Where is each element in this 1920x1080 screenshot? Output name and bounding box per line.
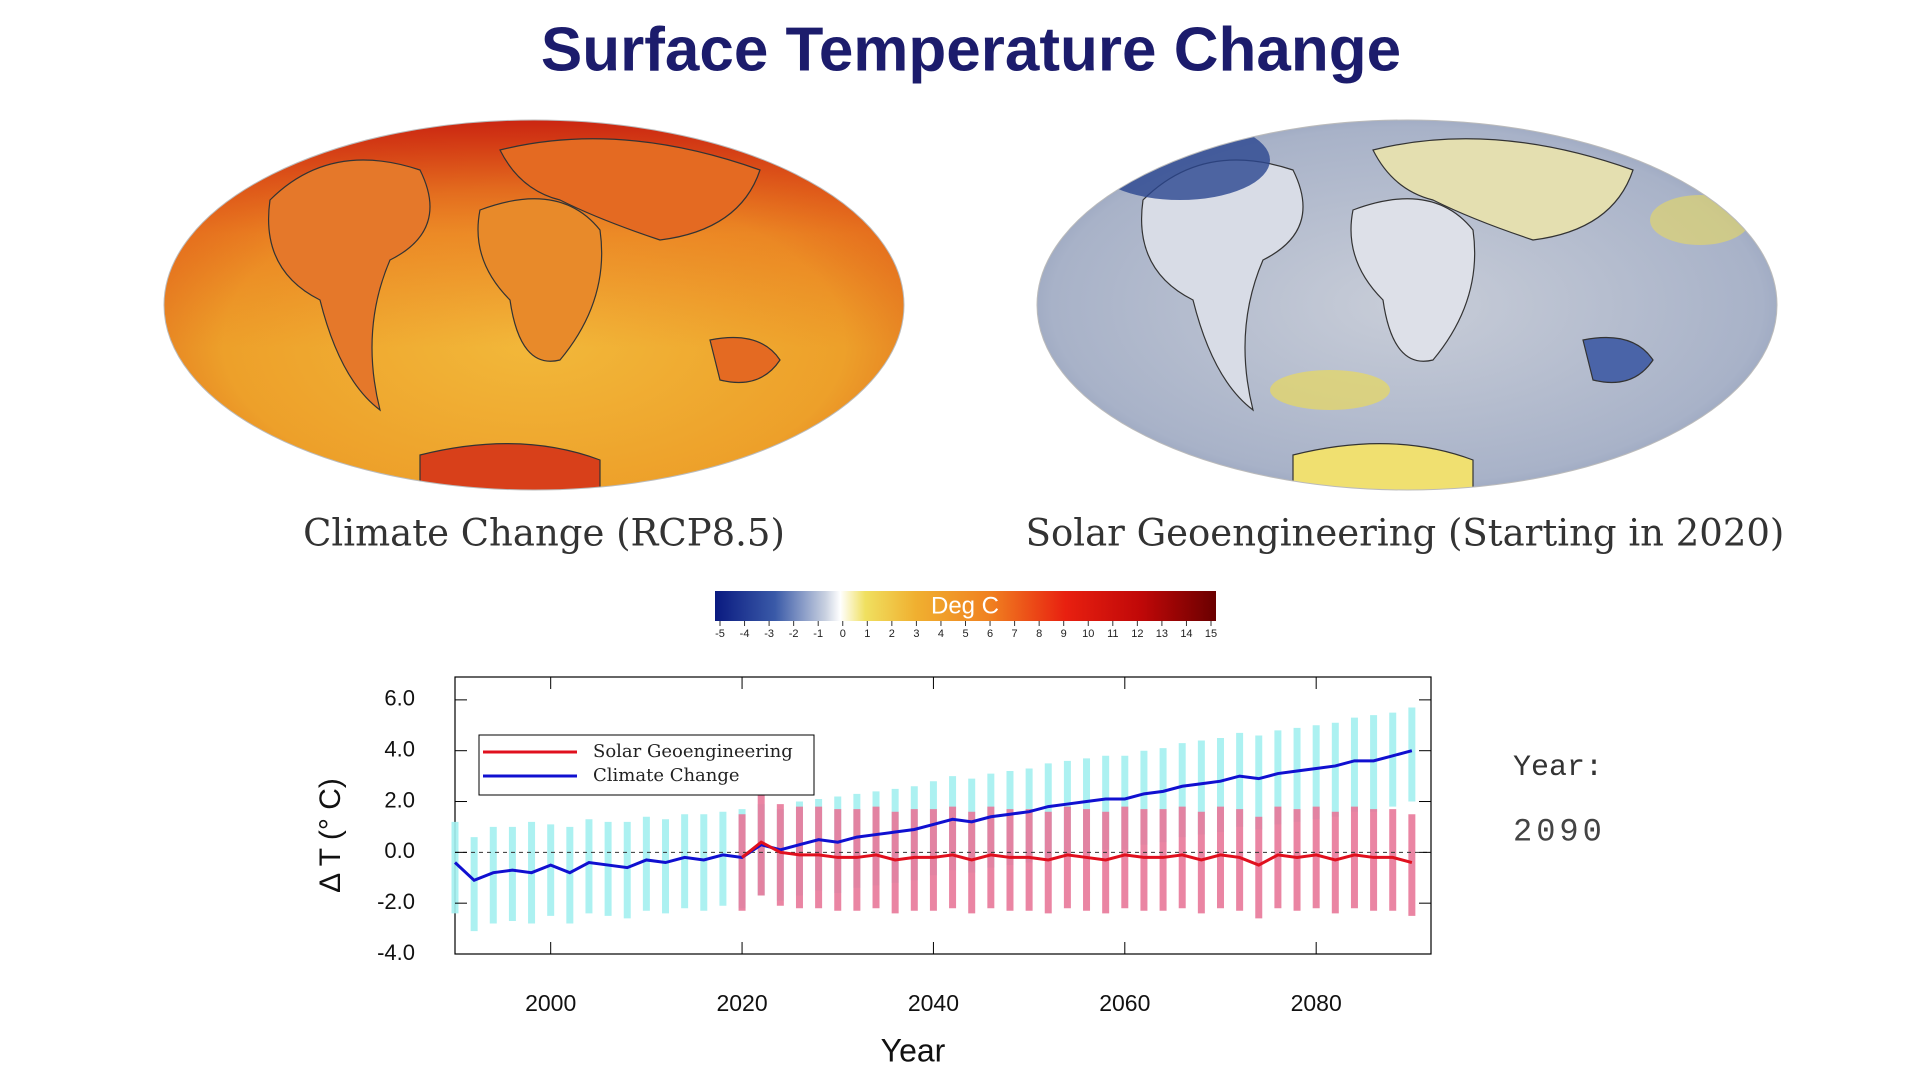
- x-tick-label: 2040: [908, 990, 959, 1016]
- x-tick-label: 2000: [525, 990, 576, 1016]
- colorbar-tick-label: 13: [1156, 628, 1168, 640]
- colorbar-tick-label: -4: [740, 628, 750, 640]
- x-tick-label: 2020: [716, 990, 767, 1016]
- colorbar-tick-label: 0: [840, 628, 846, 640]
- map-outline: [1036, 119, 1778, 491]
- y-tick-label: -2.0: [377, 889, 415, 914]
- y-tick-label: 2.0: [384, 787, 415, 812]
- series-line: [453, 749, 1413, 883]
- colorbar-ticks: -5 -4 -3 -2 -1 0 1 2 3 4 5 6 7 8 9 10 11 12 13 14 15: [715, 621, 1217, 640]
- colorbar-tick-label: -2: [789, 628, 799, 640]
- colorbar-tick-label: 6: [987, 628, 993, 640]
- colorbar-tick-label: 10: [1082, 628, 1094, 640]
- colorbar: [715, 591, 1216, 621]
- map-outline: [163, 119, 905, 491]
- x-tick-label: 2060: [1099, 990, 1150, 1016]
- legend-box: [478, 734, 815, 796]
- y-tick-label: 6.0: [384, 686, 415, 711]
- x-tick-label: 2080: [1291, 990, 1342, 1016]
- map-caption: Climate Change (RCP8.5): [303, 512, 785, 555]
- x-axis-label: Year: [881, 1032, 946, 1068]
- series-line: [741, 840, 1413, 867]
- year-value: 2090: [1513, 813, 1606, 850]
- year-label: Year:: [1513, 751, 1603, 785]
- map-solar-geoengineering: [1037, 120, 1777, 490]
- y-tick-label: 4.0: [384, 737, 415, 762]
- colorbar-tick-label: -3: [764, 628, 774, 640]
- colorbar-tick-label: 5: [962, 628, 968, 640]
- colorbar-tick-label: -5: [715, 628, 725, 640]
- colorbar-tick-label: 2: [889, 628, 895, 640]
- colorbar-tick-label: 3: [913, 628, 919, 640]
- colorbar-label: Deg C: [931, 592, 999, 619]
- colorbar-tick-label: 11: [1107, 628, 1118, 640]
- title: Surface Temperature Change: [541, 15, 1401, 84]
- colorbar-tick-label: 14: [1180, 628, 1192, 640]
- chart: -4.0 -2.0 0.0 2.0 4.0 6.0 2000 2020 2040 2060 2080…: [314, 676, 1432, 1068]
- legend-label: Solar Geoengineering: [593, 741, 793, 762]
- colorbar-tick-label: 8: [1036, 628, 1042, 640]
- y-tick-label: 0.0: [384, 838, 415, 863]
- colorbar-tick-label: 12: [1131, 628, 1143, 640]
- y-axis-label: Δ T (° C): [314, 778, 347, 893]
- y-tick-label: -4.0: [377, 940, 415, 965]
- colorbar-tick-label: 9: [1061, 628, 1067, 640]
- colorbar-tick-label: -1: [813, 628, 823, 640]
- plot-frame: [454, 676, 1432, 955]
- legend-label: Climate Change: [593, 765, 740, 786]
- colorbar-tick-label: 7: [1012, 628, 1018, 640]
- colorbar-tick-label: 4: [938, 628, 944, 640]
- colorbar-tick-label: 1: [864, 628, 870, 640]
- colorbar-tick-label: 15: [1205, 628, 1217, 640]
- map-caption: Solar Geoengineering (Starting in 2020): [1026, 512, 1785, 555]
- map-climate-change: [164, 120, 904, 490]
